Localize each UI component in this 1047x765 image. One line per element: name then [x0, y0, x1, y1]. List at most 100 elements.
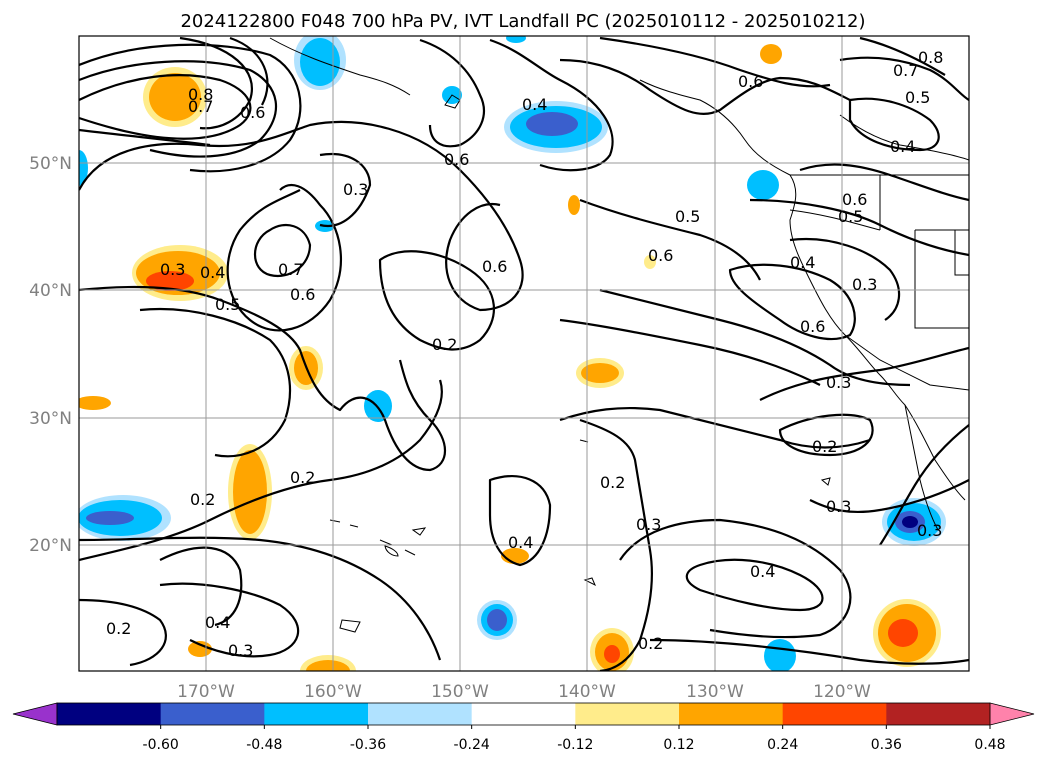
contour-label: 0.5	[905, 88, 930, 107]
colorbar-cell	[471, 703, 576, 725]
contour-label: 0.6	[800, 317, 825, 336]
lat-label-20n: 20°N	[29, 536, 72, 556]
positive-anomaly-small-3	[644, 255, 656, 269]
negative-anomaly-west	[79, 495, 171, 541]
contour-label: 0.4	[205, 613, 230, 632]
contour-label: 0.4	[890, 137, 915, 156]
shading-layer	[79, 36, 946, 671]
negative-anomaly-gulf	[504, 101, 608, 153]
contour-label: 0.4	[750, 562, 775, 581]
contour-label: 0.2	[106, 619, 131, 638]
contour-label: 0.2	[190, 490, 215, 509]
contour-label: 0.6	[482, 257, 507, 276]
contour-label: 0.8	[188, 85, 213, 104]
contour-label: 0.6	[444, 150, 469, 169]
lon-label-170w: 170°W	[177, 682, 235, 702]
negative-anomaly-hawaii	[477, 600, 517, 640]
lon-label-160w: 160°W	[304, 682, 362, 702]
lon-label-150w: 150°W	[431, 682, 489, 702]
contour-label: 0.4	[508, 533, 533, 552]
colorbar-cell	[57, 703, 162, 725]
contour-label: 0.3	[160, 260, 185, 279]
contour-label: 0.2	[638, 634, 663, 653]
contour-label: 0.6	[648, 246, 673, 265]
colorbar-tick-label: 0.12	[663, 737, 694, 753]
positive-anomaly-small-1	[79, 396, 111, 410]
contour-label: 0.2	[600, 473, 625, 492]
graticule	[79, 36, 969, 671]
negative-anomaly-baja	[882, 498, 946, 546]
negative-anomaly-small-6	[764, 639, 796, 671]
colorbar-tick-label: -0.12	[557, 737, 593, 753]
positive-anomaly-small-2	[568, 195, 580, 215]
contour-label: 0.3	[826, 497, 851, 516]
colorbar-cell	[886, 703, 991, 725]
positive-anomaly-south	[228, 444, 272, 540]
colorbar-tick-label: -0.60	[143, 737, 179, 753]
colorbar-tick-label: -0.36	[350, 737, 386, 753]
contour-label: 0.5	[215, 295, 240, 314]
colorbar-tick-label: -0.24	[454, 737, 490, 753]
contour-label: 0.5	[838, 207, 863, 226]
positive-anomaly-bottom	[300, 655, 356, 671]
contour-label: 0.8	[918, 48, 943, 67]
negative-anomaly-north	[294, 36, 346, 90]
figure-title: 2024122800 F048 700 hPa PV, IVT Landfall…	[180, 11, 865, 32]
colorbar-cell	[679, 703, 784, 725]
contour-label: 0.6	[240, 103, 265, 122]
colorbar-tick-label: -0.48	[246, 737, 282, 753]
contour-layer	[79, 36, 969, 671]
contour-label: 0.3	[343, 180, 368, 199]
contour-label: 0.7	[278, 260, 303, 279]
positive-anomaly-w	[132, 245, 228, 301]
colorbar-cell	[368, 703, 473, 725]
colorbar-outline	[56, 702, 991, 726]
coastline-layer	[269, 37, 969, 633]
contour-label: 0.7	[188, 97, 213, 116]
contour-label: 0.3	[826, 373, 851, 392]
lon-label-140w: 140°W	[558, 682, 616, 702]
positive-anomaly-nw	[143, 67, 207, 127]
lat-label-40n: 40°N	[29, 281, 72, 301]
map-panel: 0.8 0.7 0.6 0.4 0.6 0.6 0.8 0.7 0.5 0.4 …	[79, 36, 969, 671]
negative-anomaly-small-7	[506, 36, 526, 43]
longitude-labels: 170°W 160°W 150°W 140°W 130°W 120°W	[177, 682, 871, 702]
contour-label: 0.4	[200, 263, 225, 282]
contour-label: 0.4	[790, 253, 815, 272]
contour-label: 0.4	[522, 95, 547, 114]
contour-label: 0.3	[917, 521, 942, 540]
negative-anomaly-small-3	[79, 150, 88, 186]
colorbar-extend-left	[12, 702, 58, 726]
colorbar-extend-right	[989, 702, 1035, 726]
lat-label-30n: 30°N	[29, 409, 72, 429]
positive-anomaly-ne	[760, 44, 782, 64]
map-frame	[78, 35, 970, 672]
contour-label: 0.7	[893, 61, 918, 80]
contour-label: 0.3	[852, 275, 877, 294]
lon-label-130w: 130°W	[686, 682, 744, 702]
colorbar-cell	[782, 703, 887, 725]
contour-labels: 0.8 0.7 0.6 0.4 0.6 0.6 0.8 0.7 0.5 0.4 …	[106, 48, 943, 660]
colorbar-cell	[264, 703, 369, 725]
contour-label: 0.3	[636, 515, 661, 534]
colorbar-cell	[575, 703, 680, 725]
contour-label: 0.2	[290, 468, 315, 487]
contour-label: 0.6	[842, 190, 867, 209]
lat-label-50n: 50°N	[29, 154, 72, 174]
colorbar-tick-label: 0.36	[871, 737, 902, 753]
colorbar-tick-label: 0.48	[974, 737, 1005, 753]
positive-anomaly-se	[590, 628, 634, 671]
lon-label-120w: 120°W	[813, 682, 871, 702]
latitude-labels: 50°N 40°N 30°N 20°N	[29, 154, 72, 556]
contour-label: 0.5	[675, 207, 700, 226]
colorbar: -0.60 -0.48 -0.36 -0.24 -0.12 0.12 0.24 0.36 0.4…	[12, 702, 1035, 753]
contour-label: 0.3	[228, 641, 253, 660]
positive-anomaly-central	[576, 358, 624, 388]
contour-label: 0.6	[738, 72, 763, 91]
colorbar-tick-label: 0.24	[767, 737, 798, 753]
contour-label: 0.2	[432, 335, 457, 354]
colorbar-cell	[160, 703, 265, 725]
positive-anomaly-east	[873, 599, 941, 667]
negative-anomaly-small-2	[747, 170, 779, 200]
